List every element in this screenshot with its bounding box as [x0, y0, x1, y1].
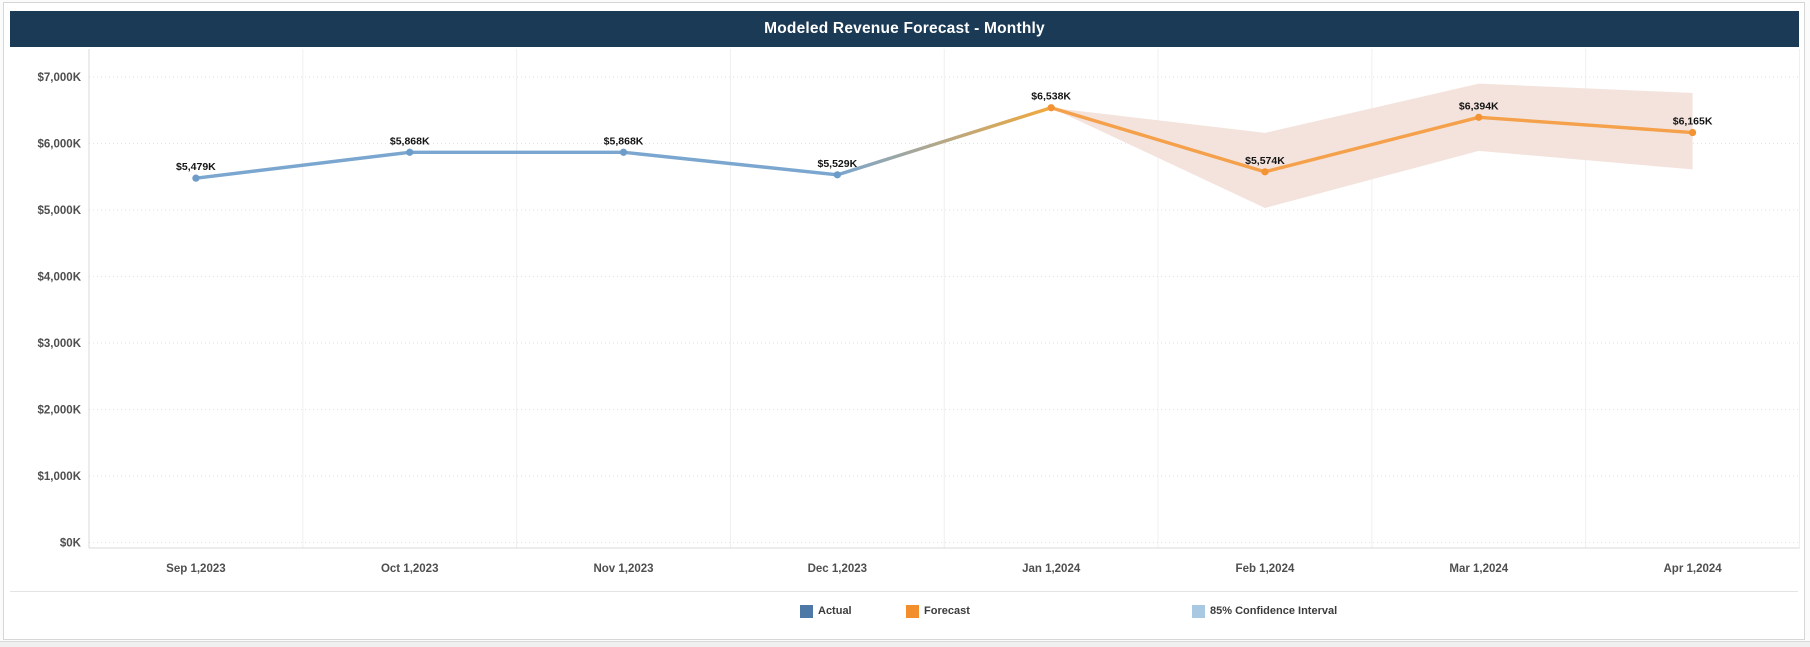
legend-label-forecast: Forecast	[924, 605, 970, 617]
y-tick-label: $2,000K	[38, 405, 82, 417]
series-points-actual[interactable]	[192, 148, 841, 182]
data-point-label: $5,529K	[817, 158, 857, 170]
x-tick-label: Oct 1,2023	[381, 563, 439, 575]
legend-item-forecast[interactable]: Forecast	[906, 603, 970, 619]
data-point[interactable]	[1688, 128, 1697, 137]
data-point[interactable]	[192, 174, 200, 182]
data-point[interactable]	[406, 148, 414, 156]
y-axis-tick-labels: $0K $1,000K $2,000K $3,000K $4,000K $5,000K $6…	[38, 72, 82, 550]
legend-item-confidence-interval[interactable]: 85% Confidence Interval	[1192, 603, 1337, 619]
data-point[interactable]	[619, 148, 628, 156]
data-point[interactable]	[1047, 104, 1055, 112]
y-tick-label: $3,000K	[38, 338, 82, 350]
legend-label-actual: Actual	[818, 605, 852, 617]
chart-title: Modeled Revenue Forecast - Monthly	[764, 20, 1045, 37]
x-tick-label: Jan 1,2024	[1022, 563, 1081, 575]
y-tick-label: $7,000K	[38, 72, 82, 84]
forecast-chart-card: Modeled Revenue Forecast - Monthly $5,47…	[3, 2, 1805, 640]
forecast-line-chart[interactable]: $5,479K $5,868K $5,868K $5,529K $6,538K $5,57…	[4, 3, 1804, 639]
bridge-segment	[835, 106, 1053, 177]
x-tick-label: Dec 1,2023	[808, 563, 867, 575]
x-tick-label: Nov 1,2023	[593, 563, 653, 575]
series-data-labels-forecast: $6,538K $5,574K $6,394K $6,165K	[1031, 91, 1713, 167]
axis-lines	[88, 49, 1800, 549]
y-tick-label: $0K	[60, 538, 82, 550]
legend-label-confidence-interval: 85% Confidence Interval	[1210, 605, 1338, 617]
data-point-label: $6,165K	[1673, 116, 1713, 128]
legend-item-actual[interactable]: Actual	[800, 603, 852, 619]
confidence-interval-swatch-icon	[1192, 604, 1205, 618]
chart-legend: Actual Forecast 85% Confidence Interval	[4, 603, 1804, 625]
data-point[interactable]	[833, 171, 841, 179]
series-line-forecast[interactable]	[1049, 106, 1695, 174]
data-point-label: $5,868K	[390, 135, 430, 147]
series-points-forecast[interactable]	[1047, 104, 1697, 176]
y-tick-label: $4,000K	[38, 272, 82, 284]
y-tick-label: $5,000K	[38, 205, 82, 217]
next-card-edge	[0, 641, 1810, 647]
data-point[interactable]	[1475, 113, 1483, 121]
data-point-label: $5,574K	[1245, 155, 1285, 167]
x-axis-tick-labels: Sep 1,2023 Oct 1,2023 Nov 1,2023 Dec 1,2023…	[166, 563, 1722, 575]
forecast-swatch-icon	[906, 604, 919, 618]
chart-title-bar: Modeled Revenue Forecast - Monthly	[10, 11, 1799, 47]
data-point-label: $5,479K	[176, 161, 216, 173]
x-tick-label: Feb 1,2024	[1236, 563, 1295, 575]
x-tick-label: Apr 1,2024	[1664, 563, 1723, 575]
data-point[interactable]	[1261, 168, 1269, 176]
x-tick-label: Mar 1,2024	[1449, 563, 1508, 575]
data-point-label: $5,868K	[604, 135, 644, 147]
series-data-labels-actual: $5,479K $5,868K $5,868K $5,529K	[176, 135, 858, 173]
data-point-label: $6,538K	[1031, 91, 1071, 103]
y-tick-label: $1,000K	[38, 471, 82, 483]
x-tick-label: Sep 1,2023	[166, 563, 225, 575]
data-point-label: $6,394K	[1459, 100, 1499, 112]
legend-divider	[10, 591, 1798, 592]
actual-swatch-icon	[800, 604, 813, 618]
series-line-actual[interactable]	[194, 150, 840, 180]
y-tick-label: $6,000K	[38, 139, 82, 151]
